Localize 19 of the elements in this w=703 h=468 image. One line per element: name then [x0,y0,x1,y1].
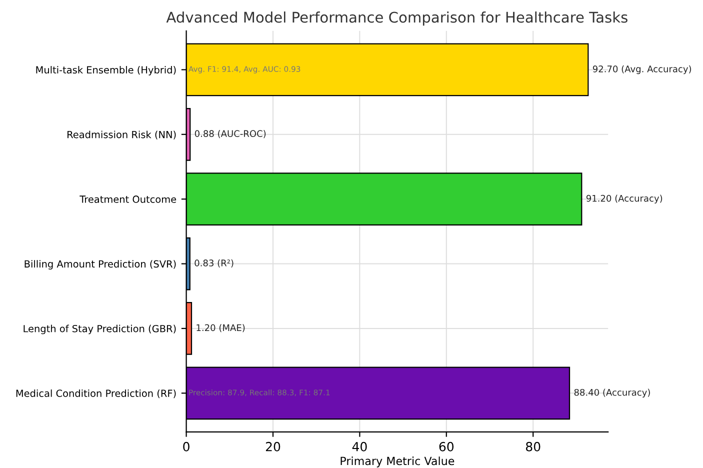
chart-title: Advanced Model Performance Comparison for Healthcare Tasks [166,11,628,26]
y-tick-label: Medical Condition Prediction (RF) [16,389,176,398]
data-label: 88.40 (Accuracy) [574,388,650,398]
x-tick-label: 0 [183,442,190,452]
data-label: 92.70 (Avg. Accuracy) [592,65,692,74]
y-tick-label: Treatment Outcome [80,196,176,203]
x-tick-label: 60 [439,442,454,452]
y-tick-label: Billing Amount Prediction (SVR) [24,260,176,270]
x-tick-label: 40 [352,442,367,452]
x-tick-label: 80 [526,442,540,452]
data-label: 91.20 (Accuracy) [586,194,662,204]
data-label: 0.88 (AUC-ROC) [194,130,266,138]
y-tick-label: Length of Stay Prediction (GBR) [24,324,176,334]
y-tick-label: Multi-task Ensemble (Hybrid) [36,66,176,76]
y-tick-label: Readmission Risk (NN) [68,130,176,140]
data-label: 1.20 (MAE) [196,324,245,332]
data-label: 0.83 (R²) [194,259,234,268]
x-tick-label: 20 [266,442,280,452]
x-axis-title: Primary Metric Value [340,456,454,468]
